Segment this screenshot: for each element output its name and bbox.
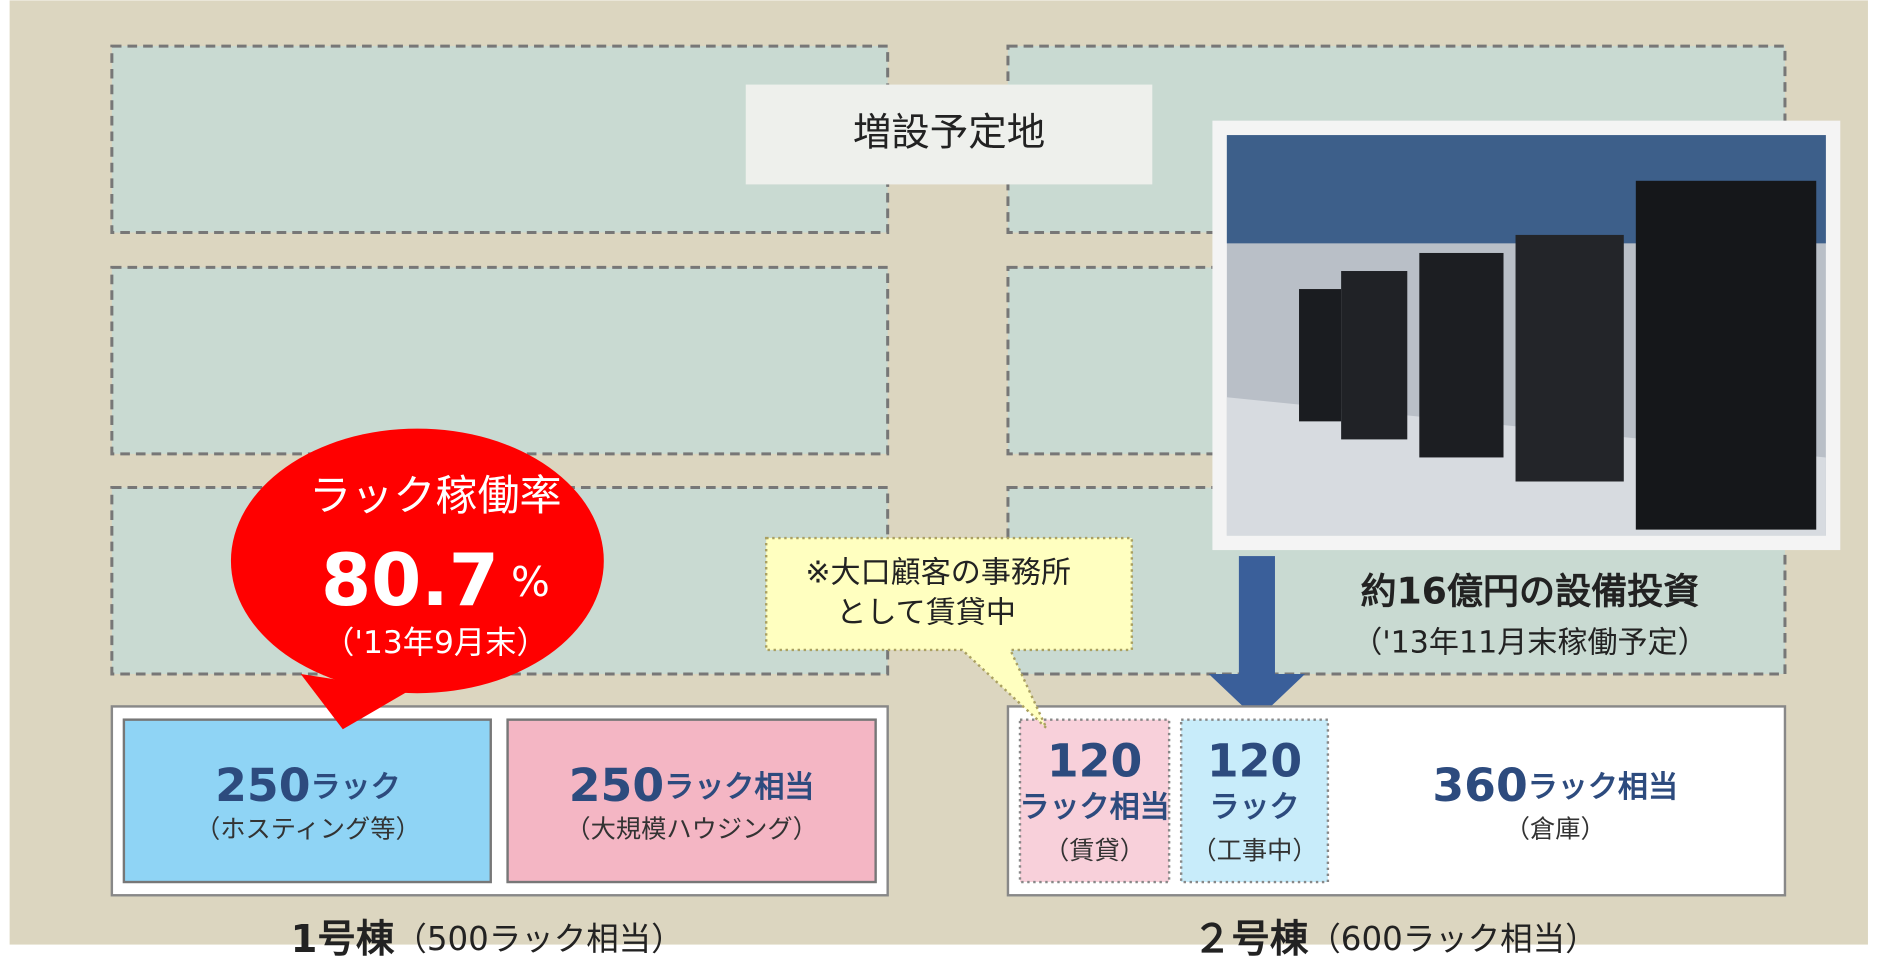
building-name: ２号棟 xyxy=(1193,916,1309,961)
occupancy-value: 80.7 xyxy=(321,539,499,623)
unit-label: 250ラック相当 xyxy=(569,759,815,812)
unit-unit: ラック xyxy=(311,770,401,805)
building-caption: ２号棟（600ラック相当） xyxy=(1193,916,1598,961)
expansion-label: 増設予定地 xyxy=(853,111,1045,156)
unit-box xyxy=(122,718,492,884)
building-2: 120 ラック相当 （賃貸） 120 ラック （工事中） 360ラック相当 （倉… xyxy=(1006,705,1787,897)
photo-rack xyxy=(1419,252,1504,458)
unit-box xyxy=(506,718,877,884)
note-box xyxy=(764,536,1134,729)
occupancy-title: ラック稼働率 xyxy=(309,471,561,520)
note-line: として賃貸中 xyxy=(836,595,1015,630)
unit-box xyxy=(1179,718,1330,884)
building-capacity: （500ラック相当） xyxy=(394,920,683,958)
bubble xyxy=(230,428,604,694)
investment-title: 約16億円の設備投資 xyxy=(1361,570,1700,612)
occupancy-bubble: ラック稼働率 80.7% （'13年9月末） xyxy=(230,428,604,730)
photo-rack xyxy=(1515,234,1624,482)
note-line: ※大口顧客の事務所 xyxy=(805,556,1071,591)
unit-count: 250 xyxy=(215,759,310,812)
photo-rack xyxy=(1635,180,1817,530)
unit-use: （工事中） xyxy=(1191,836,1317,865)
unit-unit: ラック相当 xyxy=(1019,790,1169,825)
unit-count: 360 xyxy=(1432,759,1527,812)
unit-count: 250 xyxy=(569,759,664,812)
arrow-head xyxy=(1208,673,1306,720)
occupancy-date: （'13年9月末） xyxy=(323,625,548,661)
unit-use: （倉庫） xyxy=(1505,814,1606,843)
note-callout: ※大口顧客の事務所 として賃貸中 xyxy=(764,536,1134,729)
arrow xyxy=(1208,556,1306,720)
unit-use: （ホスティング等） xyxy=(195,814,421,843)
occupancy-figure: 80.7% xyxy=(321,539,550,623)
photo xyxy=(1212,120,1841,551)
plot xyxy=(110,265,890,456)
investment-subtitle: （'13年11月末稼働予定） xyxy=(1352,625,1707,660)
building-name: 1号棟 xyxy=(291,916,395,961)
unit-use: （賃貸） xyxy=(1044,836,1145,865)
building-caption: 1号棟（500ラック相当） xyxy=(291,916,684,961)
unit-label: 360ラック相当 xyxy=(1432,759,1678,812)
building-1: 250ラック （ホスティング等） 250ラック相当 （大規模ハウジング） xyxy=(110,705,889,897)
unit-unit: ラック相当 xyxy=(1528,770,1678,805)
arrow-shaft xyxy=(1238,556,1275,677)
unit-unit: ラック相当 xyxy=(664,770,814,805)
label-box xyxy=(745,84,1153,185)
unit-label: 250ラック xyxy=(215,759,401,812)
unit-count: 120 xyxy=(1047,735,1142,788)
occupancy-unit: % xyxy=(511,558,550,606)
building-capacity: （600ラック相当） xyxy=(1308,920,1597,958)
unit-box xyxy=(1018,718,1171,884)
unit-unit: ラック xyxy=(1209,790,1299,825)
unit-use: （大規模ハウジング） xyxy=(565,814,818,843)
photo-rack xyxy=(1299,289,1342,422)
photo-rack xyxy=(1341,271,1408,440)
unit-count: 120 xyxy=(1207,735,1302,788)
